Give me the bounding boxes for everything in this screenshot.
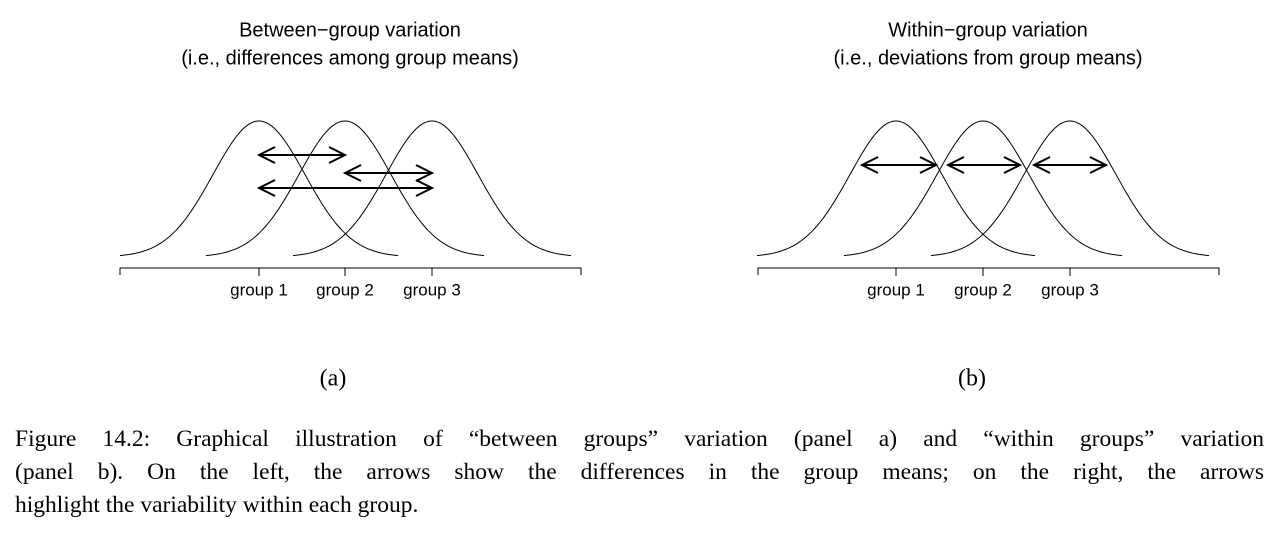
panel-title: (i.e., deviations from group means) bbox=[833, 47, 1142, 69]
distribution-curve bbox=[119, 120, 399, 257]
distribution-curve bbox=[930, 120, 1210, 257]
distribution-curve bbox=[292, 120, 572, 257]
axis bbox=[757, 267, 1220, 275]
panel-title: (i.e., differences among group means) bbox=[181, 47, 519, 69]
group-label: group 3 bbox=[403, 280, 461, 299]
double-arrow bbox=[945, 156, 1023, 174]
distribution-curve bbox=[843, 120, 1123, 257]
distribution-curve bbox=[756, 120, 1036, 257]
group-label: group 1 bbox=[867, 280, 925, 299]
double-arrow bbox=[859, 156, 939, 174]
double-arrow bbox=[342, 164, 435, 182]
panel-title: Within−group variation bbox=[888, 19, 1088, 41]
group-label: group 2 bbox=[316, 280, 374, 299]
group-label: group 1 bbox=[230, 280, 288, 299]
panel-label: (a) bbox=[320, 366, 347, 392]
figure: Between−group variation (i.e., difference… bbox=[119, 19, 1220, 392]
axis bbox=[119, 267, 582, 275]
group-label: group 3 bbox=[1041, 280, 1099, 299]
double-arrow bbox=[256, 179, 435, 197]
distribution-curve bbox=[205, 120, 485, 257]
caption-line: highlight the variability within each gr… bbox=[15, 492, 419, 518]
caption-line: (panel b). On the left, the arrows show … bbox=[15, 459, 1264, 485]
double-arrow bbox=[1031, 156, 1109, 174]
group-label: group 2 bbox=[954, 280, 1012, 299]
double-arrow bbox=[256, 146, 348, 164]
panel-title: Between−group variation bbox=[239, 19, 461, 41]
panel-label: (b) bbox=[958, 366, 986, 392]
caption-line: Figure 14.2: Graphical illustration of “… bbox=[15, 426, 1264, 452]
